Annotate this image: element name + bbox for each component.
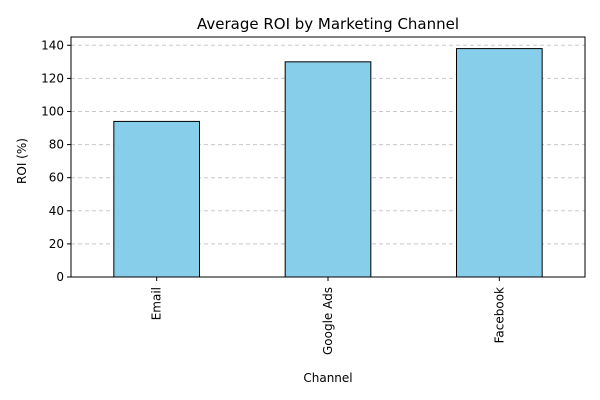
y-tick-label: 20 <box>49 237 64 251</box>
y-tick-label: 120 <box>41 71 64 85</box>
chart-title: Average ROI by Marketing Channel <box>197 15 459 33</box>
x-axis-label: Channel <box>303 371 352 385</box>
x-tick-label: Facebook <box>492 287 506 343</box>
y-tick-label: 140 <box>41 38 64 52</box>
bar <box>284 61 372 278</box>
y-tick-label: 100 <box>41 104 64 118</box>
bars <box>113 48 543 278</box>
y-tick-label: 0 <box>56 270 64 284</box>
x-tick-label: Email <box>150 287 164 320</box>
y-tick-label: 80 <box>49 138 64 152</box>
x-tick-label: Google Ads <box>321 287 335 355</box>
bar <box>456 48 543 278</box>
y-axis: 0 20 40 60 80 100 120 140 <box>41 38 71 284</box>
y-axis-label: ROI (%) <box>15 138 29 184</box>
bar <box>113 120 200 278</box>
y-tick-label: 40 <box>49 204 64 218</box>
x-axis: Email Google Ads Facebook <box>150 277 506 355</box>
y-tick-label: 60 <box>49 171 64 185</box>
